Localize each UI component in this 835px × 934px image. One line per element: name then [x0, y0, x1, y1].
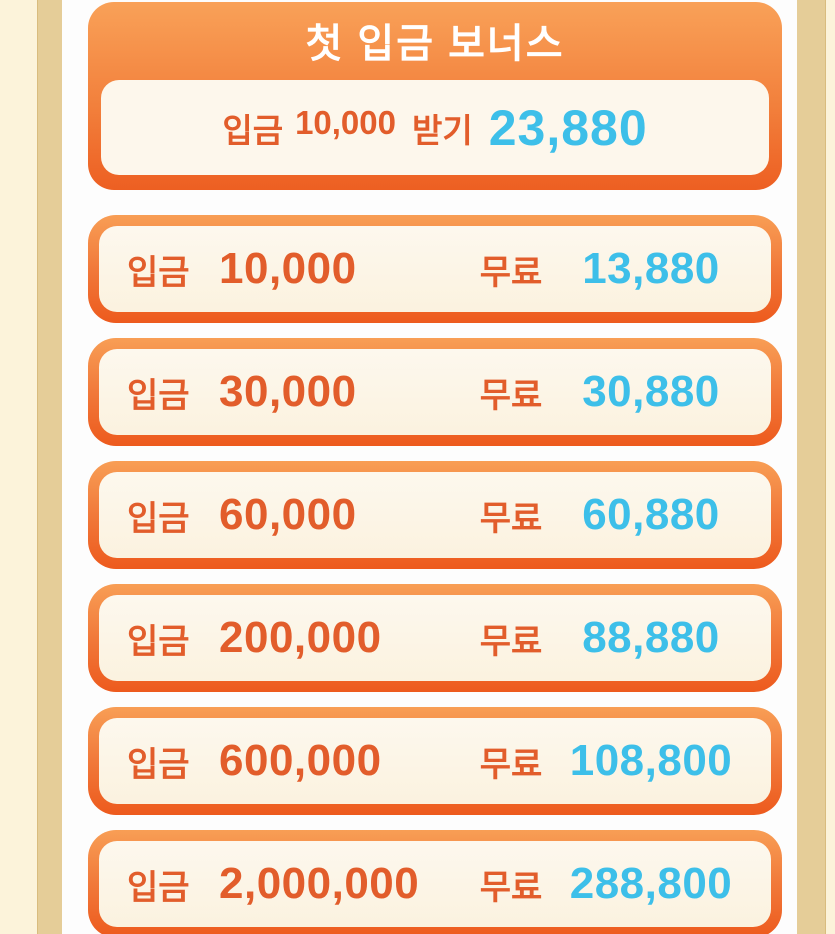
deposit-tier-row-inner: 입금 2,000,000 무료 288,800 [99, 841, 771, 927]
deposit-amount: 200,000 [219, 613, 382, 662]
deposit-tier-row-inner: 입금 600,000 무료 108,800 [99, 718, 771, 804]
panel-title: 첫 입금 보너스 [305, 22, 565, 66]
bonus-amount: 13,880 [582, 244, 720, 293]
deposit-tier-row-inner: 입금 10,000 무료 13,880 [99, 226, 771, 312]
deposit-amount: 10,000 [219, 244, 357, 293]
deposit-tier-row-inner: 입금 30,000 무료 30,880 [99, 349, 771, 435]
left-margin-cream [0, 0, 37, 934]
deposit-label: 입금 [127, 253, 190, 292]
claim-deposit-label: 입금 [222, 111, 284, 149]
deposit-tier-list: 입금 10,000 무료 13,880 입금 30,000 무료 30,880 … [88, 215, 782, 934]
right-margin-strip [797, 0, 826, 934]
bonus-amount: 108,800 [569, 736, 733, 785]
claim-action-label: 받기 [412, 111, 473, 149]
deposit-tier-row[interactable]: 입금 30,000 무료 30,880 [88, 338, 782, 446]
deposit-label: 입금 [127, 622, 190, 661]
free-label: 무료 [479, 376, 543, 415]
deposit-amount: 600,000 [219, 736, 382, 785]
bonus-amount: 60,880 [582, 490, 720, 539]
deposit-label: 입금 [127, 499, 190, 538]
claim-deposit-group: 입금 10,000 [222, 104, 396, 152]
deposit-label: 입금 [127, 868, 190, 907]
bonus-amount: 30,880 [582, 367, 720, 416]
free-label: 무료 [479, 622, 543, 661]
deposit-amount: 30,000 [219, 367, 357, 416]
claim-deposit-value: 10,000 [295, 103, 396, 141]
deposit-amount: 60,000 [219, 490, 357, 539]
deposit-tier-row[interactable]: 입금 2,000,000 무료 288,800 [88, 830, 782, 934]
claim-bonus-button[interactable]: 입금 10,000 받기 23,880 [101, 80, 769, 175]
deposit-tier-row[interactable]: 입금 600,000 무료 108,800 [88, 707, 782, 815]
deposit-label: 입금 [127, 745, 190, 784]
left-margin-strip [37, 0, 62, 934]
deposit-tier-row[interactable]: 입금 10,000 무료 13,880 [88, 215, 782, 323]
deposit-tier-row-inner: 입금 200,000 무료 88,880 [99, 595, 771, 681]
deposit-tier-row[interactable]: 입금 60,000 무료 60,880 [88, 461, 782, 569]
bonus-amount: 88,880 [582, 613, 720, 662]
deposit-tier-row[interactable]: 입금 200,000 무료 88,880 [88, 584, 782, 692]
first-deposit-bonus-panel: 첫 입금 보너스 입금 10,000 받기 23,880 [88, 2, 782, 190]
deposit-tier-row-inner: 입금 60,000 무료 60,880 [99, 472, 771, 558]
right-margin-cream [826, 0, 835, 934]
free-label: 무료 [479, 868, 543, 907]
free-label: 무료 [479, 745, 543, 784]
free-label: 무료 [479, 499, 543, 538]
free-label: 무료 [479, 253, 543, 292]
deposit-amount: 2,000,000 [219, 859, 420, 908]
claim-bonus-value: 23,880 [488, 99, 648, 156]
first-deposit-bonus-section: 첫 입금 보너스 입금 10,000 받기 23,880 입금 10,000 무… [88, 2, 782, 934]
deposit-label: 입금 [127, 376, 190, 415]
bonus-amount: 288,800 [569, 859, 733, 908]
